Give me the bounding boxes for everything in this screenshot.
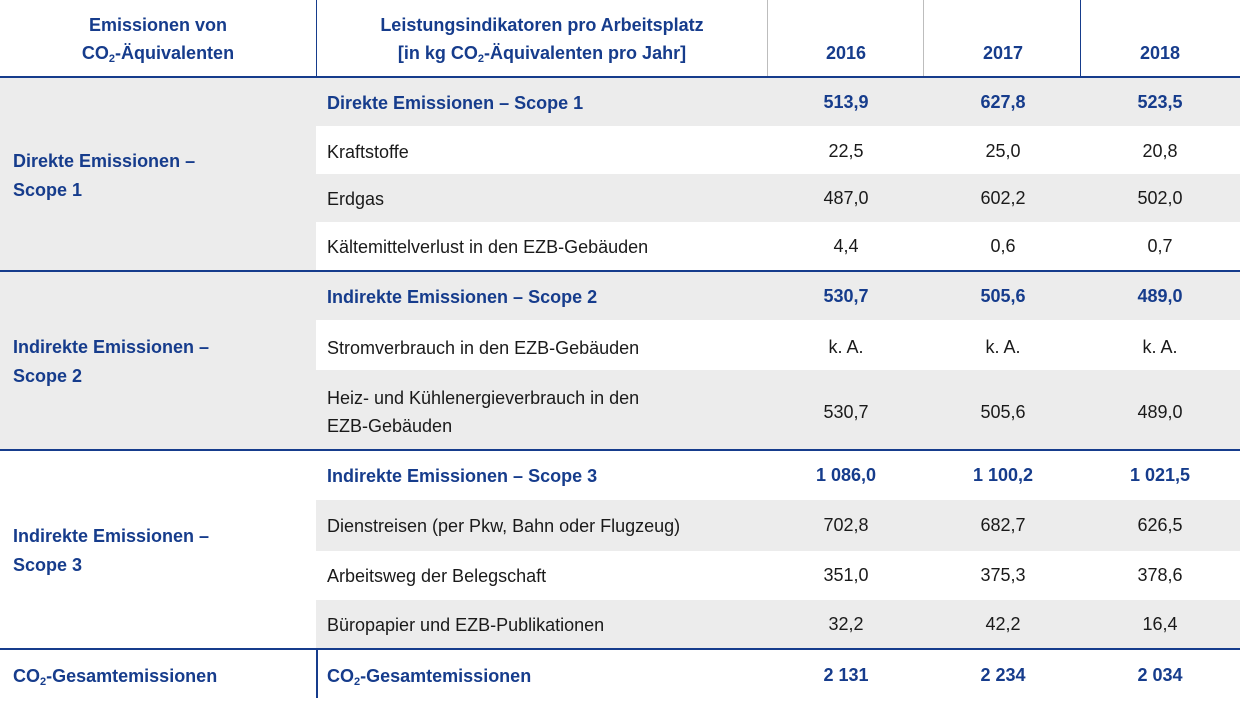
total-row-label: CO2-Gesamtemissionen xyxy=(327,666,532,688)
value-2017: 602,2 xyxy=(980,188,1026,208)
value-2016: 4,4 xyxy=(833,236,859,256)
value-2016: 22,5 xyxy=(828,141,864,161)
value-2018: 0,7 xyxy=(1147,236,1173,256)
header-year-2016: 2016 xyxy=(825,43,867,63)
header-indicator-line2: [in kg CO2-Äquivalenten pro Jahr] xyxy=(397,43,687,65)
value-2016: 32,2 xyxy=(828,614,864,634)
group-label: Indirekte Emissionen – Scope 2 xyxy=(13,337,210,386)
row-label: Stromverbrauch in den EZB-Gebäuden xyxy=(327,338,640,358)
value-2018: 489,0 xyxy=(1137,402,1183,422)
group-label-cell: Indirekte Emissionen – Scope 2 xyxy=(0,272,316,449)
header-emissions-col: Emissionen von CO2-Äquivalenten xyxy=(0,11,316,67)
table-header: Emissionen von CO2-Äquivalenten Leistung… xyxy=(0,0,1240,78)
row-label: Indirekte Emissionen – Scope 2 xyxy=(327,287,598,307)
value-2018: 626,5 xyxy=(1137,515,1183,535)
header-year-2018: 2018 xyxy=(1139,43,1181,63)
row-label: Heiz- und Kühlenergieverbrauch in den EZ… xyxy=(327,388,640,436)
table-row: Indirekte Emissionen – Scope 3 1 086,0 1… xyxy=(316,451,1240,500)
header-indicator-col: Leistungsindikatoren pro Arbeitsplatz [i… xyxy=(316,11,768,67)
group-label-cell: Direkte Emissionen – Scope 1 xyxy=(0,78,316,270)
row-label: Kältemittelverlust in den EZB-Gebäuden xyxy=(327,237,649,257)
value-2017: 505,6 xyxy=(980,286,1026,306)
value-2017: 25,0 xyxy=(985,141,1021,161)
table-row: Kraftstoffe 22,5 25,0 20,8 xyxy=(316,126,1240,174)
value-2018: 502,0 xyxy=(1137,188,1183,208)
group-label-cell: Indirekte Emissionen – Scope 3 xyxy=(0,451,316,649)
header-indicator-line1: Leistungsindikatoren pro Arbeitsplatz xyxy=(380,15,704,35)
value-2018: 16,4 xyxy=(1142,614,1178,634)
row-label: Erdgas xyxy=(327,189,385,209)
value-2016: 530,7 xyxy=(823,402,869,422)
total-2018: 2 034 xyxy=(1137,665,1183,685)
value-2017: 0,6 xyxy=(990,236,1016,256)
header-divider xyxy=(316,0,317,78)
value-2016: 487,0 xyxy=(823,188,869,208)
total-left-label: CO2-Gesamtemissionen xyxy=(13,666,218,688)
value-2017: 682,7 xyxy=(980,515,1026,535)
row-label: Dienstreisen (per Pkw, Bahn oder Flugzeu… xyxy=(327,516,681,536)
value-2016: 1 086,0 xyxy=(815,465,877,485)
table-row: Dienstreisen (per Pkw, Bahn oder Flugzeu… xyxy=(316,500,1240,551)
value-2016: 530,7 xyxy=(823,286,869,306)
group-label: Direkte Emissionen – Scope 1 xyxy=(13,151,196,200)
total-row: CO2-Gesamtemissionen 2 131 2 234 2 034 xyxy=(316,650,1240,700)
value-2017: 505,6 xyxy=(980,402,1026,422)
row-label: Arbeitsweg der Belegschaft xyxy=(327,566,547,586)
value-2018: 489,0 xyxy=(1137,286,1183,306)
row-label: Kraftstoffe xyxy=(327,142,409,162)
value-2016: 702,8 xyxy=(823,515,869,535)
divider-line xyxy=(0,76,1240,78)
value-2018: k. A. xyxy=(1142,337,1178,357)
total-divider xyxy=(316,650,318,698)
value-2018: 20,8 xyxy=(1142,141,1178,161)
row-label: Indirekte Emissionen – Scope 3 xyxy=(327,466,598,486)
header-emissions-line2: CO2-Äquivalenten xyxy=(81,43,235,65)
total-2017: 2 234 xyxy=(980,665,1026,685)
table-row: Arbeitsweg der Belegschaft 351,0 375,3 3… xyxy=(316,551,1240,600)
value-2018: 523,5 xyxy=(1137,92,1183,112)
value-2017: k. A. xyxy=(985,337,1021,357)
value-2016: 351,0 xyxy=(823,565,869,585)
divider-line xyxy=(0,449,1240,451)
value-2016: k. A. xyxy=(828,337,864,357)
value-2017: 627,8 xyxy=(980,92,1026,112)
header-year-2017: 2017 xyxy=(982,43,1024,63)
table-row: Stromverbrauch in den EZB-Gebäuden k. A.… xyxy=(316,320,1240,370)
value-2017: 375,3 xyxy=(980,565,1026,585)
table-row: Heiz- und Kühlenergieverbrauch in den EZ… xyxy=(316,370,1240,449)
divider-line xyxy=(0,270,1240,272)
total-2016: 2 131 xyxy=(823,665,869,685)
table-row: Direkte Emissionen – Scope 1 513,9 627,8… xyxy=(316,78,1240,126)
header-divider xyxy=(767,0,768,78)
divider-line xyxy=(0,648,1240,650)
value-2017: 1 100,2 xyxy=(972,465,1034,485)
row-label: Büropapier und EZB-Publikationen xyxy=(327,615,605,635)
value-2018: 1 021,5 xyxy=(1129,465,1191,485)
row-label: Direkte Emissionen – Scope 1 xyxy=(327,93,584,113)
group-label: Indirekte Emissionen – Scope 3 xyxy=(13,526,210,575)
table-row: Indirekte Emissionen – Scope 2 530,7 505… xyxy=(316,272,1240,320)
header-emissions-line1: Emissionen von xyxy=(88,15,228,35)
header-divider xyxy=(923,0,924,78)
value-2016: 513,9 xyxy=(823,92,869,112)
table-row: Büropapier und EZB-Publikationen 32,2 42… xyxy=(316,600,1240,649)
value-2018: 378,6 xyxy=(1137,565,1183,585)
table-row: Kältemittelverlust in den EZB-Gebäuden 4… xyxy=(316,222,1240,270)
value-2017: 42,2 xyxy=(985,614,1021,634)
header-divider xyxy=(1080,0,1081,78)
table-row: Erdgas 487,0 602,2 502,0 xyxy=(316,174,1240,222)
